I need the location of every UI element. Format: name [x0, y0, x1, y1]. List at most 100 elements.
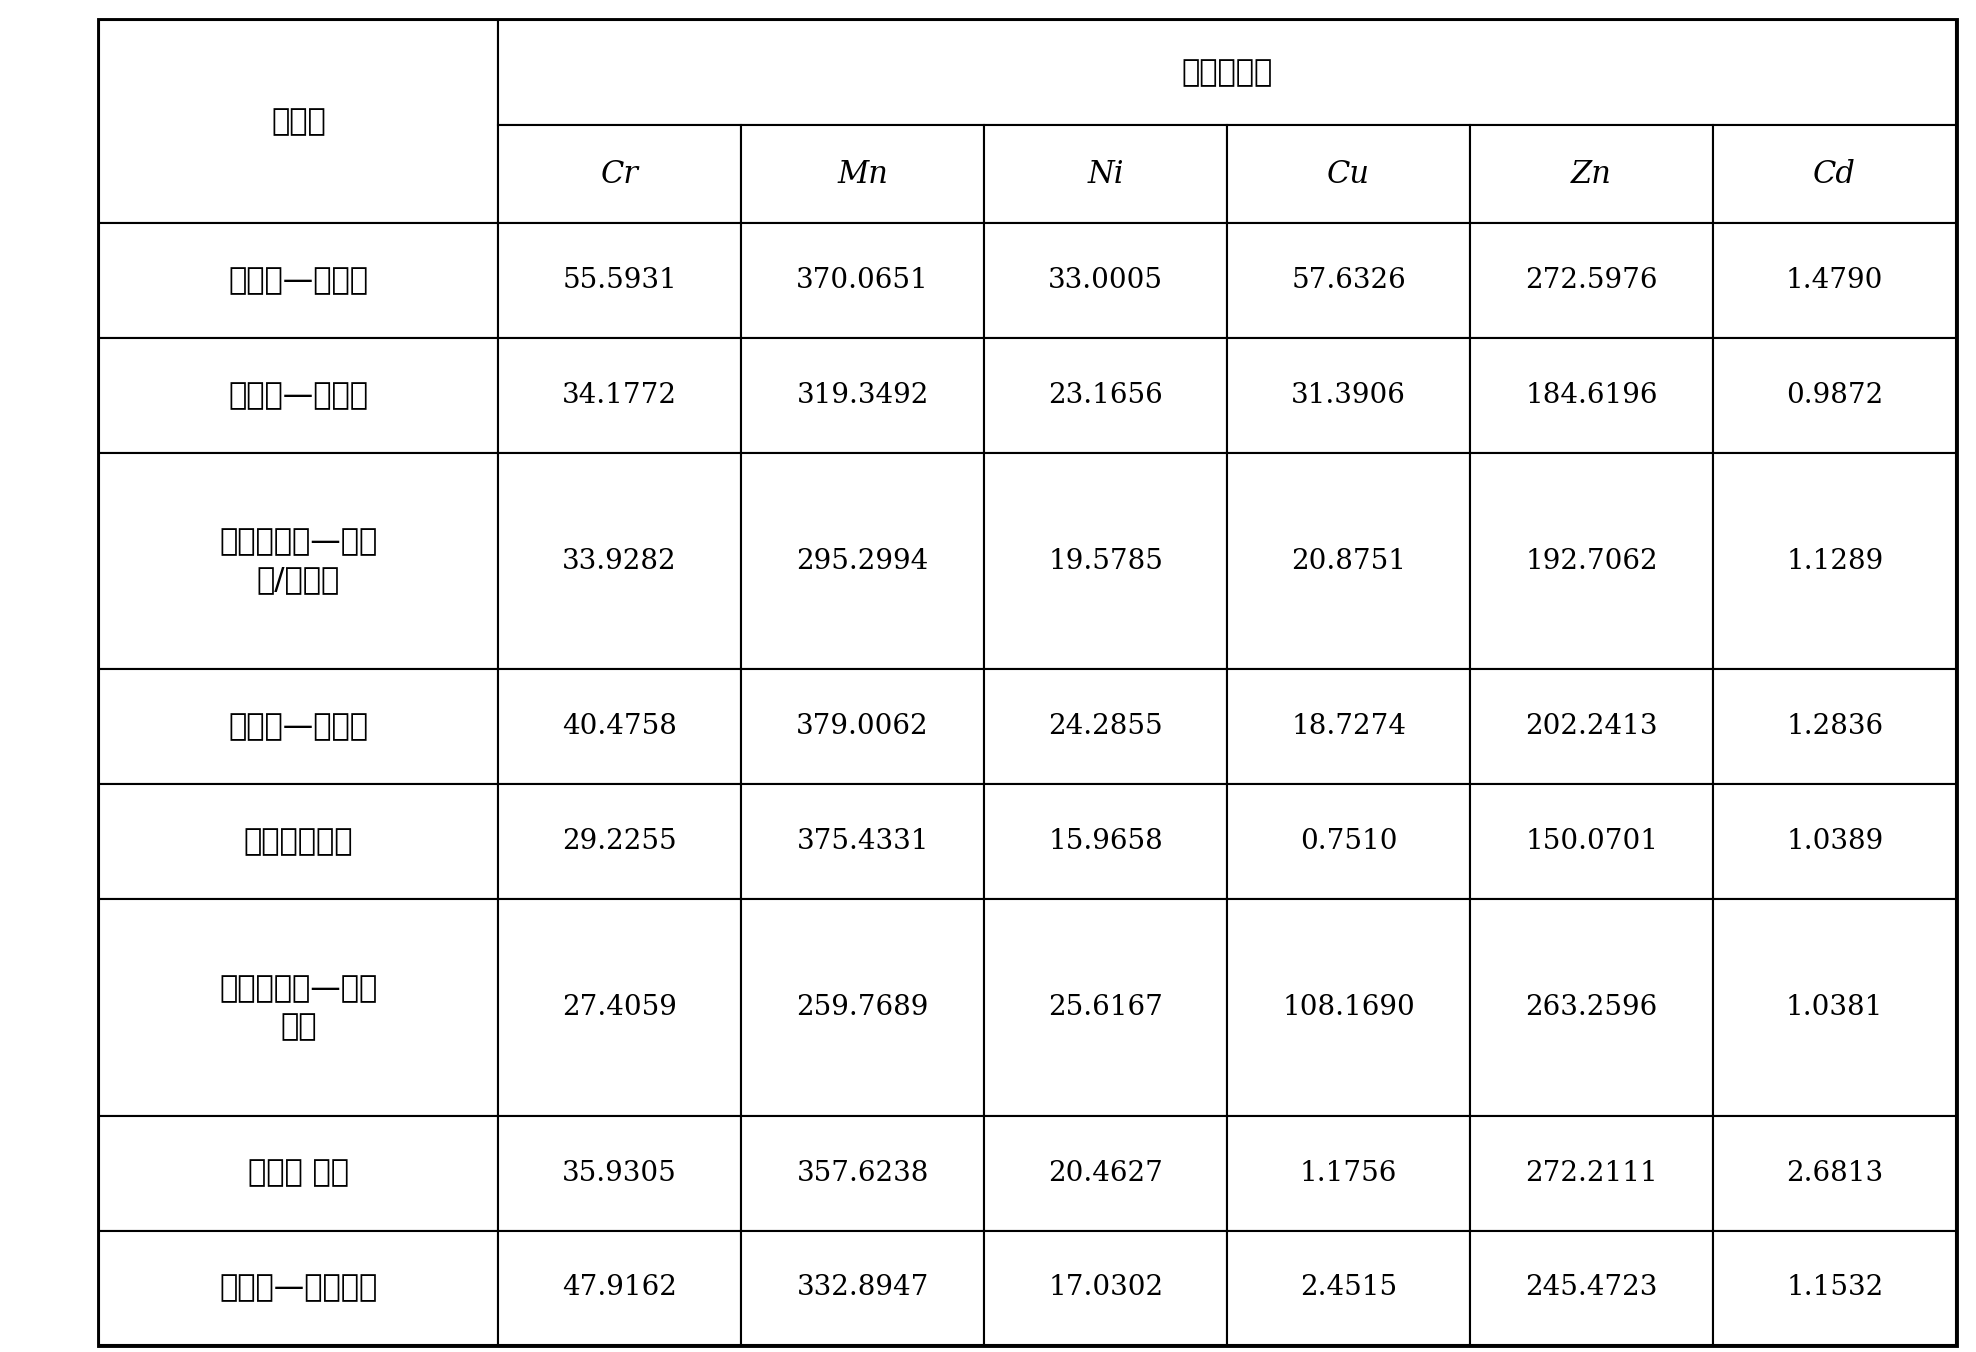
Bar [498, 453, 741, 669]
Text: 33.9282: 33.9282 [563, 548, 678, 575]
Bar [99, 20, 498, 223]
Bar [99, 784, 498, 899]
Text: 18.7274: 18.7274 [1290, 714, 1407, 741]
Bar [498, 338, 741, 453]
Bar [1470, 784, 1713, 899]
Text: 20.4627: 20.4627 [1047, 1160, 1164, 1187]
Bar [498, 669, 741, 784]
Bar [1470, 1230, 1713, 1345]
Text: 295.2994: 295.2994 [796, 548, 929, 575]
Bar [741, 1230, 984, 1345]
Text: 24.2855: 24.2855 [1049, 714, 1164, 741]
Text: 1.1289: 1.1289 [1786, 548, 1883, 575]
Text: 23.1656: 23.1656 [1049, 381, 1164, 408]
Text: 31.3906: 31.3906 [1290, 381, 1407, 408]
Bar [741, 223, 984, 338]
Text: 375.4331: 375.4331 [796, 827, 929, 854]
Bar [984, 1230, 1227, 1345]
Bar [1713, 669, 1956, 784]
Bar [99, 1115, 498, 1230]
Text: 0.9872: 0.9872 [1786, 381, 1883, 408]
Text: 55.5931: 55.5931 [563, 266, 678, 293]
Text: 332.8947: 332.8947 [796, 1275, 929, 1302]
Text: 1.2836: 1.2836 [1786, 714, 1883, 741]
Bar [1470, 126, 1713, 223]
Text: Mn: Mn [838, 158, 887, 189]
Bar [741, 338, 984, 453]
Text: 吴家窑大街—气象
台路: 吴家窑大街—气象 台路 [219, 973, 377, 1041]
Text: Cr: Cr [601, 158, 638, 189]
Bar [1470, 223, 1713, 338]
Text: 南运河—复兴路: 南运河—复兴路 [229, 713, 368, 741]
Bar [99, 669, 498, 784]
Bar [1713, 453, 1956, 669]
Bar [1227, 338, 1470, 453]
Text: 1.1756: 1.1756 [1300, 1160, 1397, 1187]
Text: 1.0389: 1.0389 [1786, 827, 1883, 854]
Bar [498, 899, 741, 1115]
Text: 0.7510: 0.7510 [1300, 827, 1397, 854]
Bar [498, 784, 741, 899]
Text: 2.6813: 2.6813 [1786, 1160, 1883, 1187]
Bar [741, 1115, 984, 1230]
Text: Ni: Ni [1087, 158, 1124, 189]
Text: 1.1532: 1.1532 [1786, 1275, 1883, 1302]
Bar [984, 338, 1227, 453]
Bar [1713, 1230, 1956, 1345]
Text: 采样地: 采样地 [271, 107, 326, 137]
Bar [741, 899, 984, 1115]
Text: 25.6167: 25.6167 [1047, 994, 1164, 1021]
Bar [1713, 126, 1956, 223]
Bar [99, 338, 498, 453]
Text: 370.0651: 370.0651 [796, 266, 929, 293]
Text: 184.6196: 184.6196 [1525, 381, 1658, 408]
Text: 379.0062: 379.0062 [796, 714, 929, 741]
Text: 15.9658: 15.9658 [1049, 827, 1164, 854]
Text: 202.2413: 202.2413 [1525, 714, 1658, 741]
Text: Zn: Zn [1571, 158, 1612, 189]
Bar [741, 669, 984, 784]
Text: Cu: Cu [1328, 158, 1369, 189]
Bar [1227, 784, 1470, 899]
Bar [1227, 223, 1470, 338]
Text: 金钒河大街—育红
路/红星路: 金钒河大街—育红 路/红星路 [219, 527, 377, 595]
Bar [498, 1230, 741, 1345]
Text: 27.4059: 27.4059 [563, 994, 678, 1021]
Bar [741, 784, 984, 899]
Bar [498, 1115, 741, 1230]
Text: 150.0701: 150.0701 [1525, 827, 1658, 854]
Text: 芜园道—红旗路: 芜园道—红旗路 [229, 266, 368, 295]
Text: 1.4790: 1.4790 [1786, 266, 1883, 293]
Text: 263.2596: 263.2596 [1525, 994, 1658, 1021]
Text: 245.4723: 245.4723 [1525, 1275, 1658, 1302]
Bar [984, 1115, 1227, 1230]
Bar [1470, 338, 1713, 453]
Text: 47.9162: 47.9162 [563, 1275, 678, 1302]
Text: 19.5785: 19.5785 [1047, 548, 1164, 575]
Text: 2.4515: 2.4515 [1300, 1275, 1397, 1302]
Text: 重金属含量: 重金属含量 [1182, 58, 1273, 88]
Text: 57.6326: 57.6326 [1292, 266, 1407, 293]
Bar [1227, 126, 1470, 223]
Text: 108.1690: 108.1690 [1282, 994, 1415, 1021]
Bar [1713, 223, 1956, 338]
Bar [99, 223, 498, 338]
Bar [741, 453, 984, 669]
Bar [1227, 669, 1470, 784]
Text: 34.1772: 34.1772 [561, 381, 678, 408]
Bar [1470, 453, 1713, 669]
Text: 20.8751: 20.8751 [1290, 548, 1407, 575]
Text: 272.2111: 272.2111 [1525, 1160, 1658, 1187]
Bar [1713, 899, 1956, 1115]
Bar [984, 223, 1227, 338]
Text: 1.0381: 1.0381 [1786, 994, 1883, 1021]
Text: 40.4758: 40.4758 [563, 714, 678, 741]
Bar [1227, 1115, 1470, 1230]
Bar [984, 126, 1227, 223]
Bar [984, 669, 1227, 784]
Text: 八纹路—十一经路: 八纹路—十一经路 [219, 1274, 377, 1302]
Bar [1470, 899, 1713, 1115]
Text: 33.0005: 33.0005 [1047, 266, 1164, 293]
Bar [498, 20, 1956, 126]
Bar [1470, 669, 1713, 784]
